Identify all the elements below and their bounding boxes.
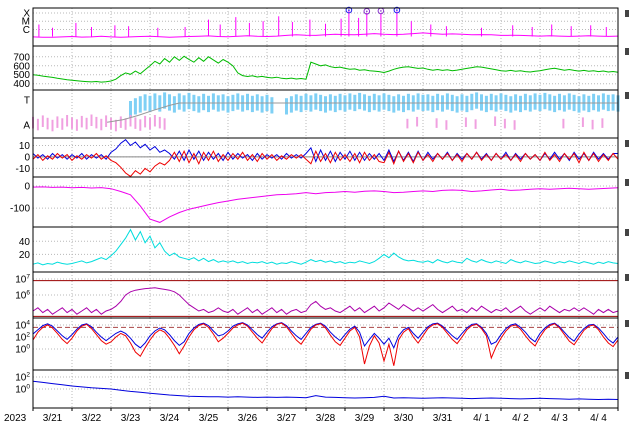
series-wind-speed: [32, 55, 619, 83]
y-axis-label: 600: [13, 61, 30, 72]
x-axis-label: 3/21: [43, 413, 63, 424]
x-axis-label: 4/ 4: [590, 413, 607, 424]
series-temperature-band: [129, 92, 620, 118]
y-axis-label: 700: [13, 52, 30, 63]
flare-event-marker: [393, 6, 401, 14]
y-axis-label: 102: [15, 332, 30, 344]
y-axis-label: 106: [15, 290, 30, 302]
x-axis-label: 3/29: [355, 413, 375, 424]
x-axis-label: 3/23: [121, 413, 141, 424]
y-axis-label: M: [22, 17, 30, 28]
x-axis-year: 2023: [4, 413, 27, 424]
panel-border: [32, 226, 619, 273]
series-dst: [32, 186, 619, 223]
flare-event-marker-dot: [366, 10, 368, 13]
x-axis-label: 4/ 3: [551, 413, 568, 424]
x-axis-label: 3/24: [160, 413, 180, 424]
right-edge-glyph: [625, 92, 629, 99]
x-axis-label: 3/27: [277, 413, 297, 424]
series-density: [32, 228, 619, 266]
panel-imf-bz: 100-10: [16, 137, 629, 178]
x-axis-label: 3/28: [316, 413, 336, 424]
right-edge-glyph: [625, 372, 629, 379]
y-axis-label: 100: [15, 344, 30, 356]
right-edge-glyph: [625, 179, 629, 186]
series-a-scatter-early: [32, 114, 166, 132]
series-bz: [32, 149, 619, 178]
y-axis-label: C: [23, 25, 30, 36]
y-axis-label: 0: [24, 152, 30, 163]
series-step-line: [107, 102, 618, 123]
y-axis-label: -100: [10, 204, 30, 215]
x-axis-label: 3/22: [82, 413, 102, 424]
y-axis-label: 500: [13, 70, 30, 81]
x-axis-label: 4/ 2: [512, 413, 529, 424]
y-axis-label: 107: [15, 274, 30, 286]
x-axis-label: 3/26: [238, 413, 258, 424]
series-proton: [32, 287, 619, 315]
series-b-total: [32, 139, 618, 163]
right-edge-glyph: [625, 274, 629, 281]
x-axis-label: 3/31: [433, 413, 453, 424]
panel-border: [32, 369, 619, 409]
panel-dst-index: 0 -100: [10, 176, 629, 228]
x-axis-label: 3/25: [199, 413, 219, 424]
y-axis-label: X: [23, 9, 30, 20]
series-a-scatter-mid: [406, 116, 516, 130]
y-axis-label: 100: [15, 384, 30, 396]
right-edge-glyph: [625, 48, 629, 55]
panel-border: [32, 176, 619, 228]
x-axis-label: 3/30: [394, 413, 414, 424]
flare-event-marker: [345, 6, 353, 14]
flare-event-marker-dot: [348, 9, 350, 11]
y-axis-label: A: [23, 121, 30, 132]
x-axis: 2023 3/21 3/22 3/23 3/24 3/25 3/26 3/27 3/28 3/29…: [4, 408, 619, 424]
series-electron-red: [32, 322, 619, 366]
y-axis-label: 400: [13, 79, 30, 90]
y-axis-label: 0: [24, 182, 30, 193]
y-axis-label: 102: [15, 372, 30, 384]
panel-xray-flux: XMC: [22, 6, 629, 47]
y-axis-label: 10: [19, 141, 31, 152]
flare-event-marker-dot: [380, 10, 382, 12]
y-axis-label: 104: [15, 320, 30, 332]
y-axis-label: -10: [16, 164, 31, 175]
x-axis-label: 4/ 1: [473, 413, 490, 424]
panel-temp-and-a-index: TA: [23, 89, 629, 139]
right-edge-glyph: [625, 320, 629, 327]
right-edge-glyph: [625, 10, 629, 17]
right-edge-glyph: [625, 140, 629, 147]
series-a-scatter-late: [562, 117, 604, 130]
y-axis-label: T: [24, 96, 30, 107]
series-decay: [32, 380, 619, 401]
right-edge-glyph: [625, 229, 629, 236]
series-electron-blue: [32, 322, 619, 350]
y-axis-label: 20: [19, 250, 31, 261]
flare-event-marker-dot: [396, 9, 398, 11]
y-axis-label: 40: [19, 237, 31, 248]
